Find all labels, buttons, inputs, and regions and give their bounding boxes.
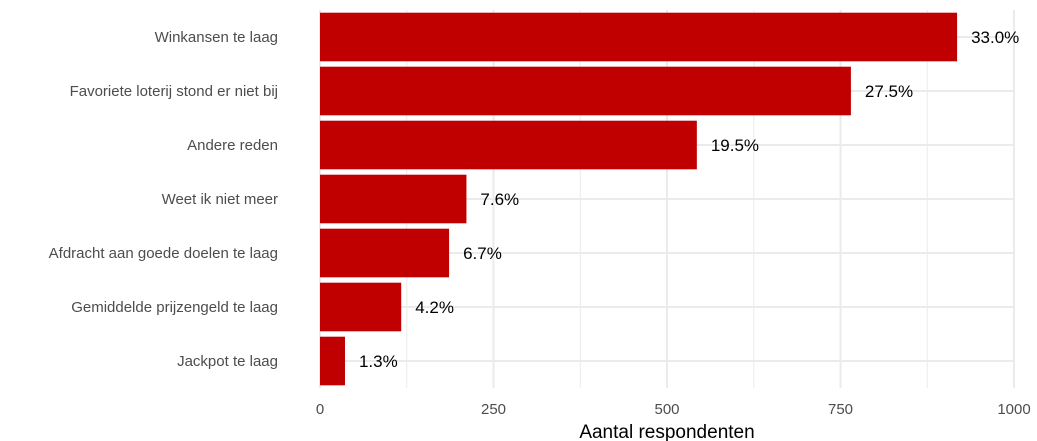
data-label: 1.3%	[359, 352, 398, 371]
bar	[320, 228, 450, 278]
data-label: 6.7%	[463, 244, 502, 263]
x-tick-label: 250	[481, 401, 506, 418]
data-label: 7.6%	[480, 190, 519, 209]
bar	[320, 174, 467, 224]
data-labels: 33.0% 27.5% 19.5% 7.6% 6.7% 4.2% 1.3%	[359, 28, 1019, 371]
bar	[320, 66, 851, 116]
data-label: 33.0%	[971, 28, 1019, 47]
category-labels: Winkansen te laag Favoriete loterij stond…	[49, 29, 278, 370]
x-axis-title: Aantal respondenten	[579, 422, 754, 441]
category-label: Jackpot te laag	[177, 353, 278, 370]
category-label: Andere reden	[187, 137, 278, 154]
x-tick-label: 1000	[997, 401, 1030, 418]
x-tick-label: 750	[828, 401, 853, 418]
data-label: 27.5%	[865, 82, 913, 101]
bar	[320, 336, 345, 386]
category-label: Afdracht aan goede doelen te laag	[49, 245, 278, 262]
data-label: 19.5%	[711, 136, 759, 155]
bar	[320, 282, 402, 332]
bars	[320, 12, 958, 386]
data-label: 4.2%	[415, 298, 454, 317]
x-tick-label: 500	[654, 401, 679, 418]
bar	[320, 12, 958, 62]
category-label: Favoriete loterij stond er niet bij	[70, 83, 278, 100]
bar	[320, 120, 697, 170]
category-label: Winkansen te laag	[155, 29, 278, 46]
x-axis-tick-labels: 0 250 500 750 1000	[316, 401, 1031, 418]
x-tick-label: 0	[316, 401, 324, 418]
category-label: Gemiddelde prijzengeld te laag	[71, 299, 278, 316]
category-label: Weet ik niet meer	[162, 191, 278, 208]
